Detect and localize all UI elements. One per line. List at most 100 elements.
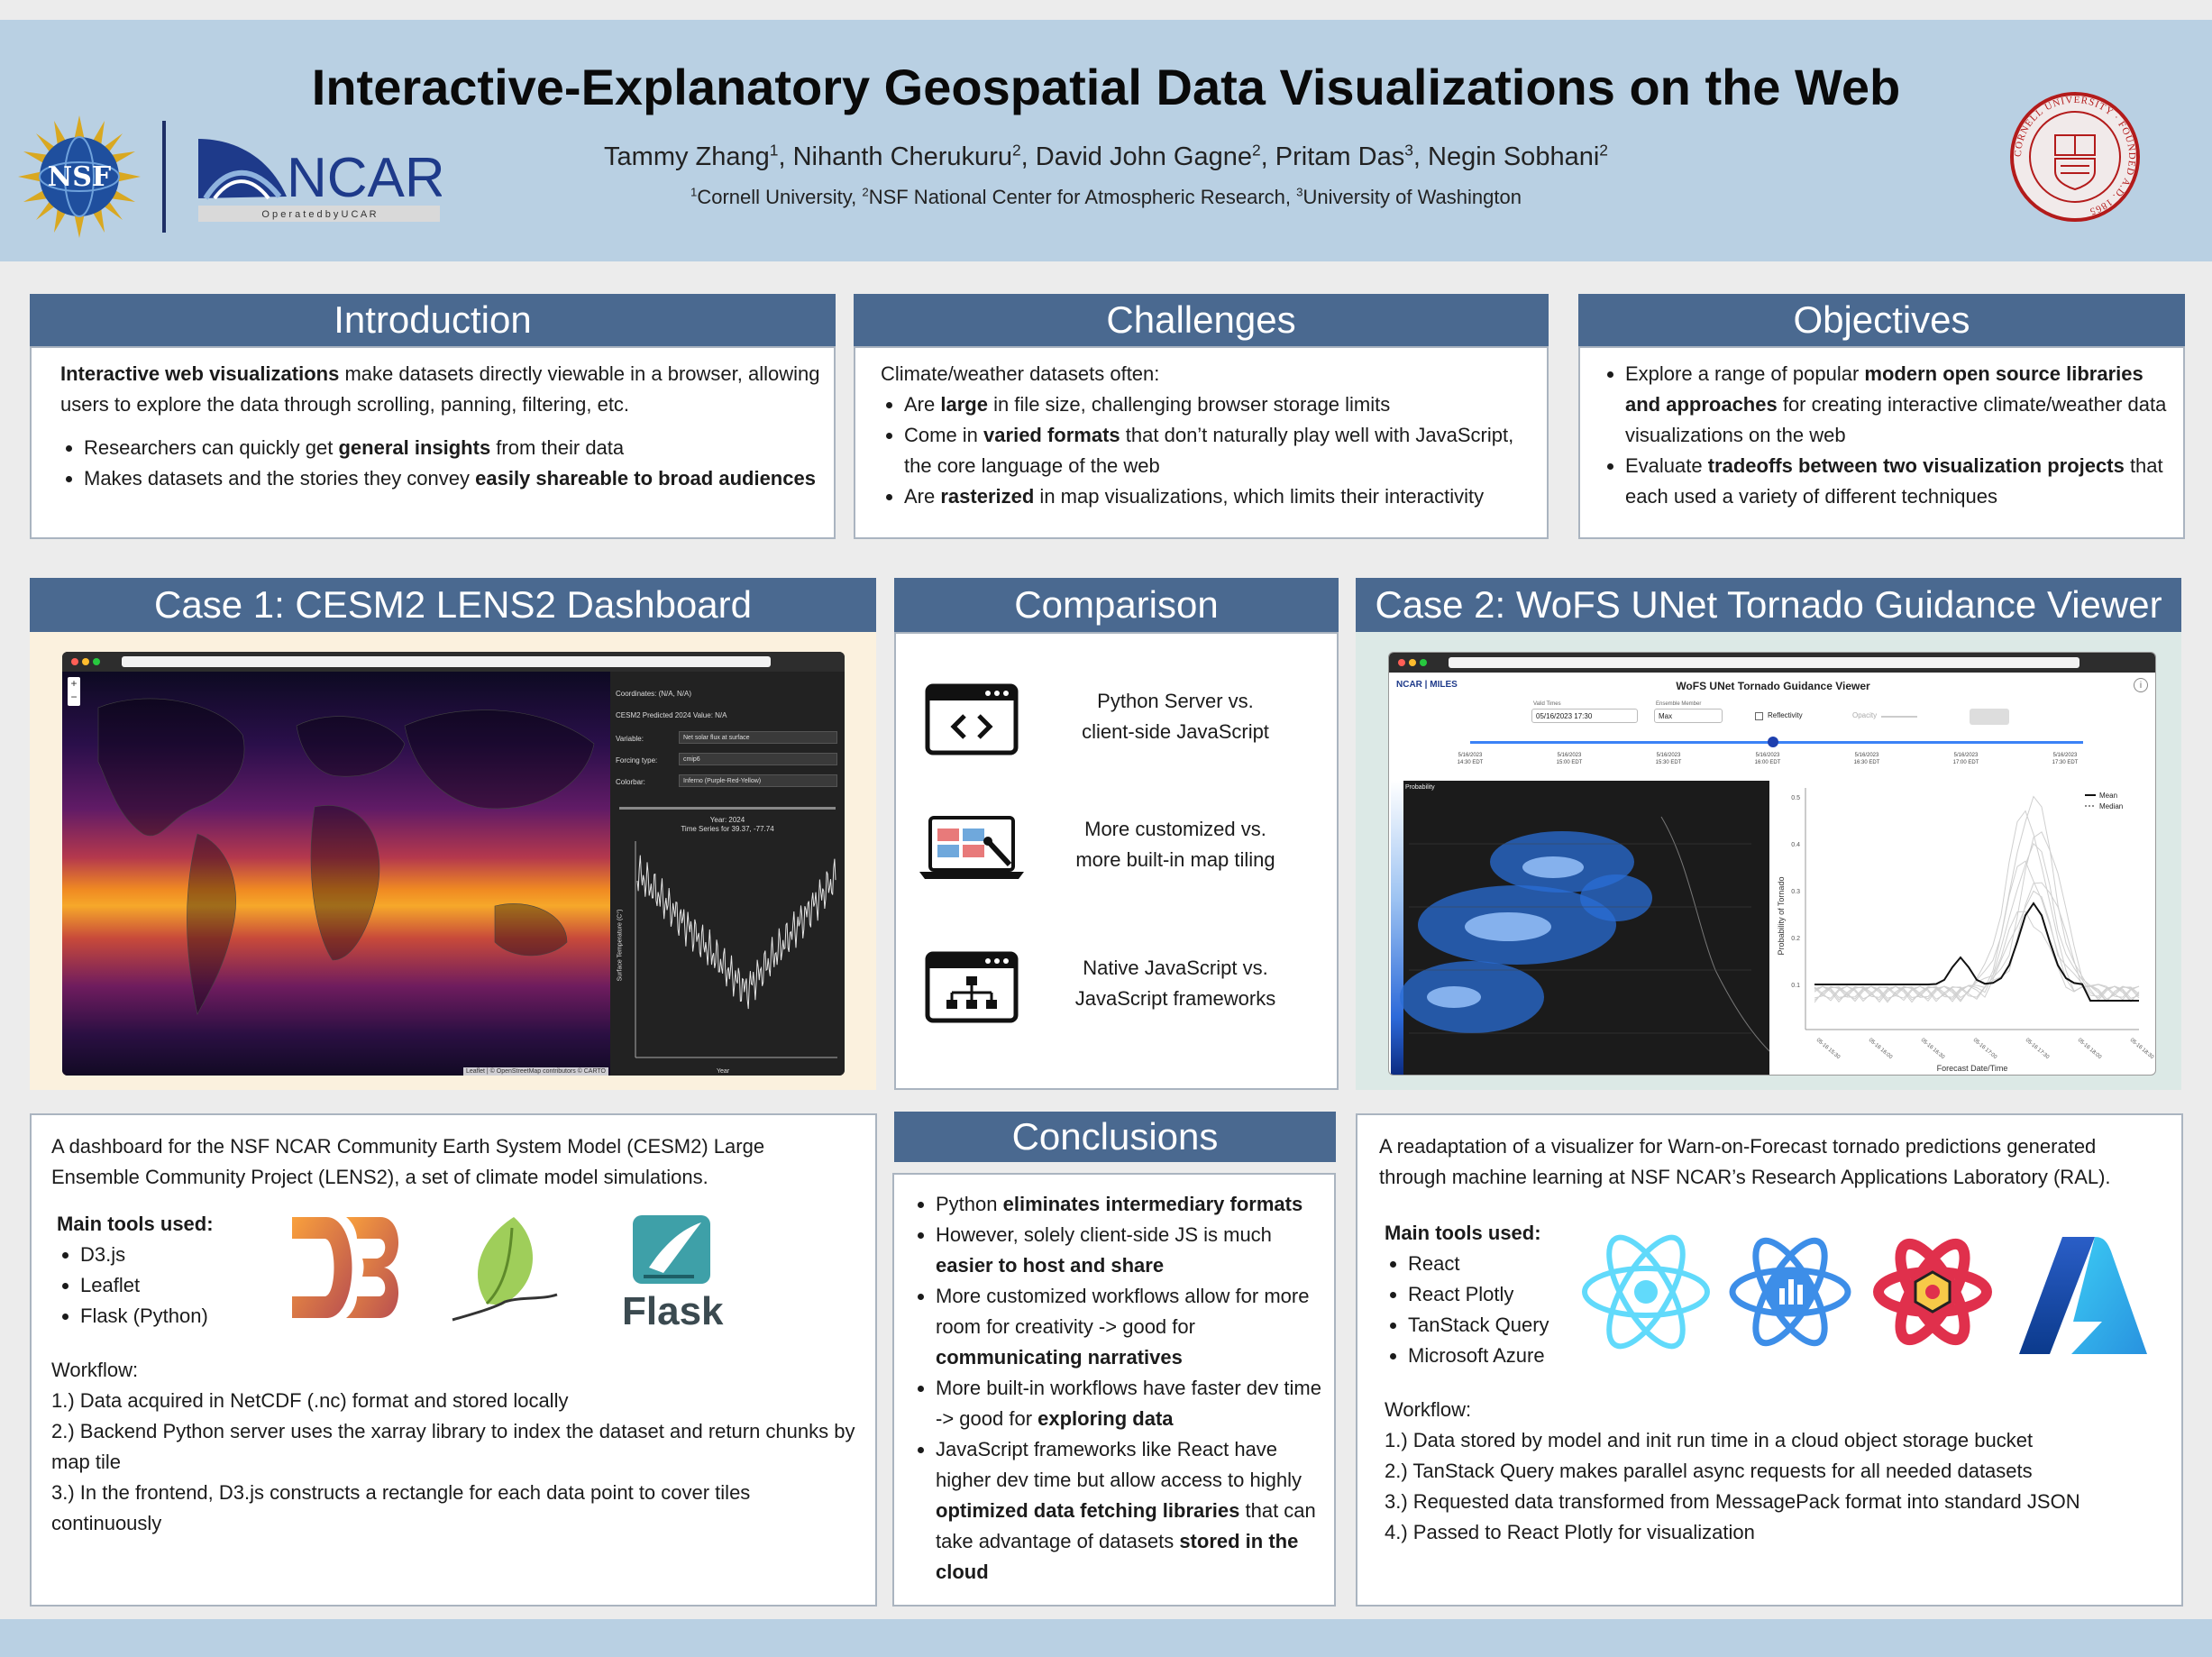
case1-workflow-heading: Workflow: — [51, 1359, 139, 1381]
case1-browser-window: + − Leaflet | © OpenStreetMap contributor… — [62, 652, 845, 1076]
year-slider[interactable] — [619, 807, 836, 810]
address-bar[interactable] — [1449, 657, 2079, 668]
author-name: Nihanth Cherukuru2 — [792, 141, 1021, 171]
chart-y-tick: 0.3 — [1791, 889, 1800, 895]
case2-details: A readaptation of a visualizer for Warn-… — [1356, 1113, 2183, 1607]
variable-label: Variable: — [616, 735, 644, 743]
chart-x-tick: 05-16 17:30 — [2025, 1038, 2051, 1061]
poster-footer-band — [0, 1619, 2212, 1657]
opacity-label: Opacity — [1852, 711, 1878, 719]
code-window-icon — [925, 683, 1019, 755]
forcing-select[interactable]: cmip6 — [679, 753, 837, 765]
case2-screenshot-frame: NCAR | MILES WoFS UNet Tornado Guidance … — [1356, 632, 2181, 1090]
conclusions-body: Python eliminates intermediary formats H… — [892, 1173, 1336, 1607]
reflectivity-checkbox[interactable] — [1755, 712, 1763, 720]
ensemble-member-line — [1814, 831, 2140, 1002]
chart-x-tick: 05-16 16:00 — [1868, 1038, 1894, 1061]
timeline-thumb[interactable] — [1768, 737, 1778, 747]
timeseries-title: Time Series for 39.37, -77.74 — [681, 825, 774, 833]
timeline-tick-label[interactable]: 5/16/2023 16:00 EDT — [1754, 753, 1781, 765]
case2-browser-window: NCAR | MILES WoFS UNet Tornado Guidance … — [1388, 652, 2156, 1076]
case2-heading: Case 2: WoFS UNet Tornado Guidance Viewe… — [1356, 578, 2181, 632]
comparison-item-1: Python Server vs. client-side JavaScript — [1082, 690, 1269, 743]
case1-screenshot-frame: + − Leaflet | © OpenStreetMap contributor… — [30, 632, 876, 1090]
timeseries-ylabel: Surface Temperature (C°) — [617, 909, 624, 982]
comparison-item-2: More customized vs. more built-in map til… — [1075, 818, 1275, 871]
ensemble-select[interactable]: Max — [1654, 709, 1723, 723]
ncar-logo: NCAR O p e r a t e d b y U C A R — [198, 139, 442, 222]
comparison-heading: Comparison — [894, 578, 1339, 632]
react-plotly-logo — [1729, 1237, 1851, 1347]
chart-y-label: Probability of Tornado — [1777, 877, 1786, 956]
forcing-label: Forcing type: — [616, 756, 658, 764]
case2-tools-list: React React Plotly TanStack Query Micros… — [1379, 1249, 2165, 1371]
probability-label: Probability — [1405, 784, 1435, 791]
case1-details: A dashboard for the NSF NCAR Community E… — [30, 1113, 877, 1607]
author-name: Pritam Das3 — [1275, 141, 1413, 171]
tornado-probability-chart: 0.5 0.4 0.3 0.2 0.1 05-16 15:30 05-16 16:00 05-… — [1777, 788, 2155, 1073]
case1-tools-list: D3.js Leaflet Flask (Python) — [51, 1240, 855, 1332]
close-dot-icon — [1398, 659, 1405, 666]
predicted-readout: CESM2 Predicted 2024 Value: N/A — [616, 711, 727, 719]
case1-tool-item: Flask (Python) — [80, 1301, 855, 1332]
tornado-probability-map[interactable]: Probability — [1391, 781, 1769, 1075]
affiliation-name: 1Cornell University — [690, 185, 852, 208]
address-bar[interactable] — [122, 656, 771, 667]
cornell-seal: CORNELL UNIVERSITY · FOUNDED A.D. 1865 — [2010, 92, 2140, 222]
info-icon[interactable]: i — [2134, 678, 2148, 692]
minimize-dot-icon — [1409, 659, 1416, 666]
case2-tool-item: React Plotly — [1408, 1279, 2165, 1310]
timeline-tick-label[interactable]: 5/16/2023 14:30 EDT — [1457, 753, 1484, 765]
microsoft-azure-logo — [2019, 1237, 2147, 1354]
colorbar-select[interactable]: Inferno (Purple-Red-Yellow) — [679, 774, 837, 787]
colorbar-label: Colorbar: — [616, 778, 645, 786]
miles-brand: NCAR | MILES — [1396, 680, 1458, 690]
comparison-body: Python Server vs. client-side JavaScript … — [894, 632, 1339, 1090]
timeline-tick-label[interactable]: 5/16/2023 17:00 EDT — [1952, 753, 1979, 765]
maximize-dot-icon — [93, 658, 100, 665]
ensemble-member-line — [1814, 795, 2140, 1003]
introduction-heading: Introduction — [30, 294, 836, 346]
case2-tool-item: React — [1408, 1249, 2165, 1279]
case2-workflow-heading: Workflow: — [1385, 1398, 1472, 1421]
objectives-body: Explore a range of popular modern open s… — [1578, 346, 2185, 539]
zoom-control[interactable]: + − — [68, 677, 80, 706]
probability-colorbar — [1391, 781, 1403, 1075]
challenges-body: Climate/weather datasets often: Are larg… — [854, 346, 1549, 539]
author-name: Tammy Zhang1 — [604, 141, 779, 171]
case2-workflow-step: 3.) Requested data transformed from Mess… — [1385, 1490, 2080, 1513]
case1-browser-bar — [62, 652, 845, 672]
valid-times-input[interactable]: 05/16/2023 17:30 — [1531, 709, 1638, 723]
case1-tools-heading: Main tools used: — [57, 1213, 214, 1235]
case2-workflow-step: 1.) Data stored by model and init run ti… — [1385, 1429, 2034, 1451]
timeline-tick-label[interactable]: 5/16/2023 16:30 EDT — [1853, 753, 1880, 765]
coordinates-readout: Coordinates: (N/A, N/A) — [616, 690, 692, 698]
year-label: Year: 2024 — [709, 816, 745, 824]
opacity-slider[interactable] — [1881, 716, 1917, 718]
case1-heading: Case 1: CESM2 LENS2 Dashboard — [30, 578, 876, 632]
introduction-body: Interactive web visualizations make data… — [30, 346, 836, 539]
case2-description: A readaptation of a visualizer for Warn-… — [1379, 1135, 2111, 1188]
case1-side-panel: Coordinates: (N/A, N/A) CESM2 Predicted … — [610, 672, 845, 1076]
svg-text:NCAR: NCAR — [287, 147, 442, 209]
variable-select[interactable]: Net solar flux at surface — [679, 731, 837, 744]
case2-browser-bar — [1389, 653, 2155, 673]
timeline-tick-label[interactable]: 5/16/2023 15:30 EDT — [1655, 753, 1682, 765]
case1-workflow-step: 3.) In the frontend, D3.js constructs a … — [51, 1481, 751, 1534]
cesm2-map[interactable]: + − Leaflet | © OpenStreetMap contributor… — [62, 672, 610, 1076]
mean-line — [1814, 902, 2139, 1002]
tanstack-query-logo — [1873, 1238, 1992, 1346]
maximize-dot-icon — [1420, 659, 1427, 666]
logo-divider — [162, 121, 166, 233]
ensemble-member-line — [1814, 810, 2140, 1002]
chart-x-label: Forecast Date/Time — [1937, 1064, 2008, 1073]
conclusions-heading: Conclusions — [894, 1112, 1336, 1162]
timeline-tick-label[interactable]: 5/16/2023 15:00 EDT — [1556, 753, 1583, 765]
d3-logo — [292, 1217, 399, 1318]
timeline-tick-label[interactable]: 5/16/2023 17:30 EDT — [2052, 753, 2079, 765]
challenges-heading: Challenges — [854, 294, 1549, 346]
poster-title: Interactive-Explanatory Geospatial Data … — [311, 59, 1901, 115]
author-name: David John Gagne2 — [1035, 141, 1261, 171]
map-tool-buttons[interactable] — [1970, 709, 2009, 725]
ensemble-member-line — [1814, 842, 2140, 1002]
